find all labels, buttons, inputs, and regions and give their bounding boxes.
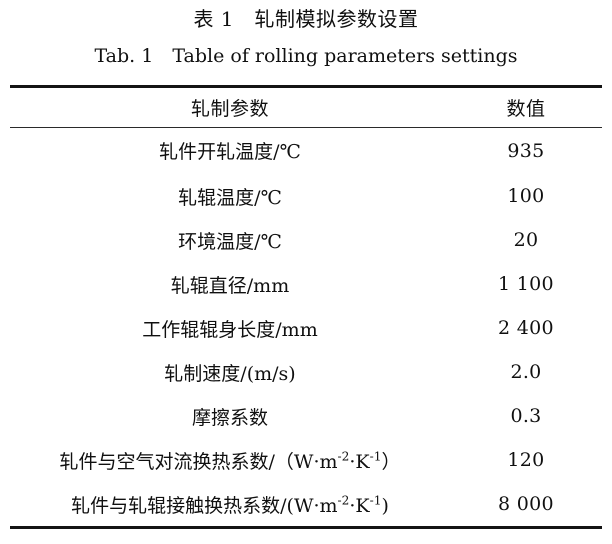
unit-text: ): [381, 494, 389, 517]
cell-parameter: 轧制速度/(m/s): [164, 362, 296, 385]
cell-value: 2 400: [498, 317, 554, 339]
cell-parameter: 轧件与空气对流换热系数/（W·m-2·K-1）: [10, 438, 450, 482]
table-row: 环境温度/℃ 20: [10, 218, 602, 262]
table-rule-top: [10, 85, 602, 88]
cell-value: 1 100: [498, 273, 554, 295]
cell-value: 935: [507, 139, 545, 162]
table-rule-bottom: [10, 526, 602, 529]
cell-value: 20: [513, 229, 539, 251]
cell-value: 8 000: [498, 493, 554, 515]
unit-text: 轧件与轧辊接触换热系数/(W·m: [71, 494, 338, 517]
table-caption-chinese: 表 1 轧制模拟参数设置: [193, 7, 419, 31]
cell-parameter: 轧辊温度/℃: [178, 186, 282, 209]
column-header-value: 数值: [506, 98, 546, 120]
table-row: 工作辊辊身长度/mm 2 400: [10, 306, 602, 350]
cell-parameter: 轧件开轧温度/℃: [159, 141, 301, 163]
table-header-row: 轧制参数 数值: [10, 88, 602, 127]
cell-parameter: 工作辊辊身长度/mm: [142, 318, 318, 341]
cell-parameter: 摩擦系数: [191, 406, 268, 429]
cell-value: 0.3: [510, 405, 542, 427]
table-row: 轧辊直径/mm 1 100: [10, 262, 602, 306]
table-rule-header: [10, 127, 602, 128]
cell-parameter: 环境温度/℃: [178, 230, 282, 253]
unit-text: ·K: [349, 450, 370, 473]
unit-exponent: -2: [337, 449, 350, 464]
unit-text: 轧件与空气对流换热系数/（W·m: [59, 450, 338, 473]
unit-text: ·K: [349, 494, 370, 517]
unit-exponent: -2: [337, 493, 350, 508]
table-row: 轧辊温度/℃ 100: [10, 174, 602, 218]
rolling-parameters-table: 轧制参数 数值 轧件开轧温度/℃ 935 轧辊温度/℃ 100 环境温度/℃ 20 轧辊直径…: [10, 88, 602, 526]
unit-exponent: -1: [369, 493, 382, 508]
unit-text: ）: [381, 450, 401, 473]
cell-value: 2.0: [510, 361, 542, 383]
table-caption-english: Tab. 1 Table of rolling parameters setti…: [94, 45, 518, 67]
cell-parameter: 轧辊直径/mm: [170, 274, 290, 297]
table-row: 轧件开轧温度/℃ 935: [10, 127, 602, 174]
table-row: 轧件与轧辊接触换热系数/(W·m-2·K-1) 8 000: [10, 482, 602, 526]
table-body: 轧件开轧温度/℃ 935 轧辊温度/℃ 100 环境温度/℃ 20 轧辊直径/mm 1 100…: [10, 127, 602, 526]
table-row: 轧制速度/(m/s) 2.0: [10, 350, 602, 394]
table-header: 轧制参数 数值: [10, 88, 602, 127]
table-row: 轧件与空气对流换热系数/（W·m-2·K-1） 120: [10, 438, 602, 482]
table-row: 摩擦系数 0.3: [10, 394, 602, 438]
unit-exponent: -1: [369, 449, 382, 464]
cell-value: 120: [507, 449, 545, 471]
cell-value: 100: [507, 185, 545, 207]
cell-parameter: 轧件与轧辊接触换热系数/(W·m-2·K-1): [10, 482, 450, 526]
column-header-parameter: 轧制参数: [190, 98, 269, 120]
